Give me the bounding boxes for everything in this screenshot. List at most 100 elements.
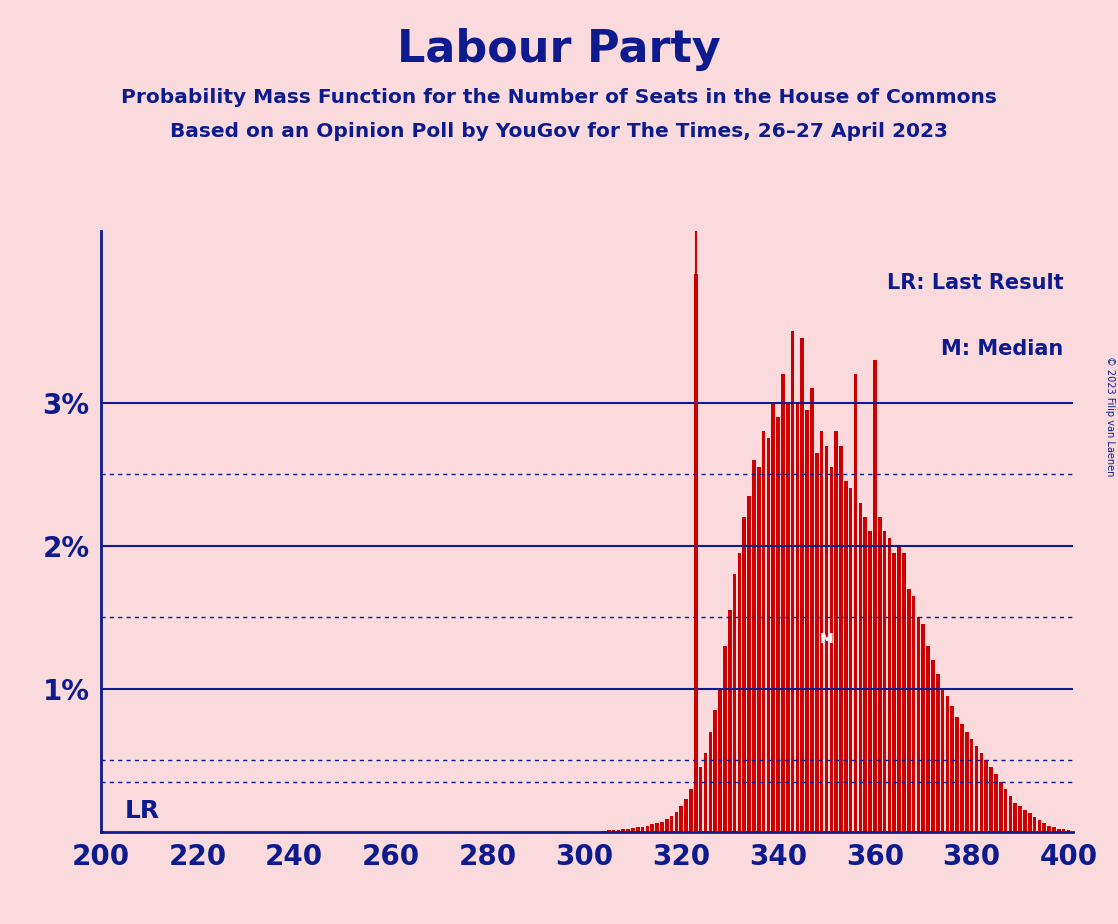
Bar — [1027, 813, 1032, 832]
Bar — [1062, 830, 1065, 832]
Bar — [950, 706, 954, 832]
Bar — [1004, 789, 1007, 832]
Bar — [752, 460, 756, 832]
Bar — [1042, 823, 1046, 832]
Bar — [1033, 818, 1036, 832]
Bar — [917, 617, 920, 832]
Bar — [738, 553, 741, 832]
Bar — [989, 767, 993, 832]
Bar — [1057, 829, 1061, 832]
Bar — [830, 467, 833, 832]
Bar — [718, 688, 722, 832]
Bar — [622, 830, 625, 832]
Bar — [612, 830, 615, 832]
Bar — [1008, 796, 1012, 832]
Bar — [819, 432, 824, 832]
Bar — [776, 417, 780, 832]
Bar — [1067, 830, 1070, 832]
Bar — [1052, 827, 1055, 832]
Bar — [921, 625, 925, 832]
Bar — [984, 760, 988, 832]
Bar — [1018, 806, 1022, 832]
Bar — [757, 467, 760, 832]
Bar — [790, 331, 795, 832]
Bar — [815, 453, 818, 832]
Bar — [969, 738, 974, 832]
Bar — [655, 823, 659, 832]
Bar — [709, 732, 712, 832]
Bar — [888, 539, 891, 832]
Bar — [800, 338, 804, 832]
Bar — [878, 517, 881, 832]
Bar — [994, 774, 997, 832]
Bar — [965, 732, 968, 832]
Bar — [626, 829, 629, 832]
Bar — [907, 589, 910, 832]
Text: Probability Mass Function for the Number of Seats in the House of Commons: Probability Mass Function for the Number… — [121, 88, 997, 107]
Bar — [723, 646, 727, 832]
Bar — [898, 545, 901, 832]
Text: M: M — [819, 631, 833, 646]
Bar — [728, 610, 731, 832]
Bar — [960, 724, 964, 832]
Text: © 2023 Filip van Laenen: © 2023 Filip van Laenen — [1106, 356, 1115, 476]
Bar — [840, 445, 843, 832]
Bar — [902, 553, 906, 832]
Bar — [1048, 826, 1051, 832]
Bar — [617, 830, 620, 832]
Bar — [811, 388, 814, 832]
Bar — [955, 717, 959, 832]
Bar — [869, 531, 872, 832]
Bar — [636, 827, 639, 832]
Text: Based on an Opinion Poll by YouGov for The Times, 26–27 April 2023: Based on an Opinion Poll by YouGov for T… — [170, 122, 948, 141]
Bar — [670, 816, 673, 832]
Bar — [703, 753, 708, 832]
Bar — [1023, 810, 1026, 832]
Bar — [713, 710, 717, 832]
Bar — [732, 574, 737, 832]
Bar — [849, 489, 853, 832]
Bar — [680, 806, 683, 832]
Bar — [771, 403, 775, 832]
Bar — [607, 831, 610, 832]
Bar — [699, 767, 702, 832]
Bar — [796, 403, 799, 832]
Bar — [834, 432, 838, 832]
Bar — [805, 409, 809, 832]
Bar — [689, 789, 693, 832]
Bar — [912, 596, 916, 832]
Bar — [892, 553, 896, 832]
Text: LR: LR — [125, 799, 160, 823]
Bar — [660, 821, 664, 832]
Bar — [684, 798, 688, 832]
Bar — [645, 826, 650, 832]
Text: LR: Last Result: LR: Last Result — [887, 274, 1063, 293]
Bar — [641, 827, 644, 832]
Bar — [1013, 803, 1017, 832]
Bar — [786, 403, 789, 832]
Bar — [998, 782, 1003, 832]
Bar — [825, 445, 828, 832]
Bar — [979, 753, 983, 832]
Bar — [854, 374, 858, 832]
Text: Labour Party: Labour Party — [397, 28, 721, 71]
Bar — [631, 828, 635, 832]
Bar — [694, 274, 698, 832]
Bar — [883, 531, 887, 832]
Bar — [742, 517, 746, 832]
Bar — [975, 746, 978, 832]
Bar — [863, 517, 868, 832]
Bar — [946, 696, 949, 832]
Bar — [931, 660, 935, 832]
Bar — [936, 675, 939, 832]
Bar — [651, 824, 654, 832]
Bar — [873, 359, 877, 832]
Bar — [665, 819, 669, 832]
Bar — [747, 495, 751, 832]
Bar — [844, 481, 847, 832]
Bar — [941, 688, 945, 832]
Bar — [767, 438, 770, 832]
Bar — [781, 374, 785, 832]
Bar — [1038, 821, 1041, 832]
Bar — [761, 432, 766, 832]
